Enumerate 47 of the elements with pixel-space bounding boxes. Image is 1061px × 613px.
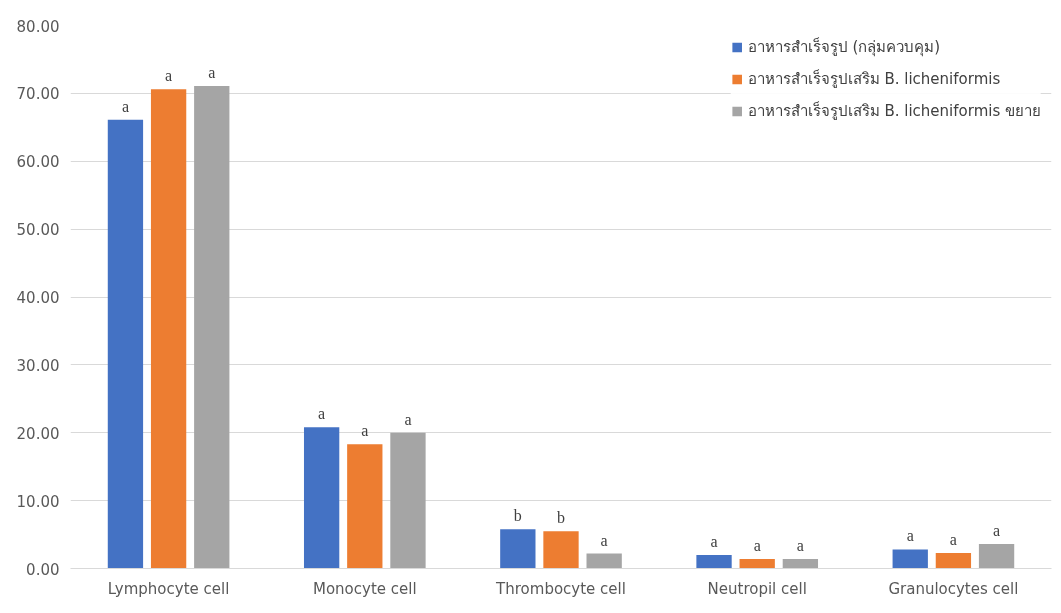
y-tick-label: 70.00: [16, 85, 60, 104]
bar: [390, 432, 426, 569]
data-label: a: [949, 530, 957, 548]
bar: [782, 559, 819, 569]
data-label: a: [361, 422, 369, 440]
y-tick-label: 0.00: [26, 560, 60, 579]
data-label: a: [165, 67, 173, 85]
legend-label: อาหารสำเร็จรูป (กลุ่มควบคุม): [747, 36, 941, 59]
bar: [543, 531, 579, 569]
data-label: b: [513, 507, 522, 525]
bar: [739, 559, 775, 569]
data-label: a: [121, 97, 129, 115]
y-tick-label: 10.00: [16, 492, 60, 511]
bar: [303, 427, 340, 569]
y-tick-label: 50.00: [16, 221, 60, 240]
y-tick-label: 60.00: [16, 153, 60, 172]
y-tick-label: 80.00: [16, 17, 60, 36]
data-label: b: [557, 509, 565, 527]
legend-label: อาหารสำเร็จรูปเสริม B. licheniformis ขยาย: [747, 100, 1041, 122]
data-label: a: [993, 522, 1001, 540]
x-tick-label: Granulocytes cell: [888, 579, 1019, 598]
x-tick-label: Monocyte cell: [312, 579, 417, 598]
bar: [696, 554, 732, 569]
bar: [107, 119, 144, 569]
bar: [892, 549, 928, 569]
bar: [586, 553, 622, 569]
x-tick-label: Neutropil cell: [707, 579, 807, 598]
y-tick-label: 30.00: [16, 356, 60, 375]
bar: [347, 444, 383, 569]
x-tick-label: Lymphocyte cell: [107, 579, 230, 598]
legend-label: อาหารสำเร็จรูปเสริม B. licheniformis: [747, 68, 1001, 90]
data-label: a: [318, 405, 326, 423]
data-label: a: [906, 527, 914, 545]
bar: [194, 85, 230, 569]
data-label: a: [208, 63, 216, 81]
data-label: a: [600, 531, 608, 549]
data-label: a: [753, 537, 761, 554]
y-tick-label: 40.00: [16, 289, 60, 307]
data-label: a: [796, 537, 804, 554]
y-tick-label: 20.00: [16, 424, 60, 443]
bar: [978, 544, 1015, 569]
data-label: a: [404, 410, 412, 428]
bar: [935, 552, 972, 569]
bar: [150, 89, 187, 569]
x-tick-label: Thrombocyte cell: [495, 579, 626, 598]
data-label: a: [710, 532, 718, 550]
bar: [500, 529, 536, 569]
